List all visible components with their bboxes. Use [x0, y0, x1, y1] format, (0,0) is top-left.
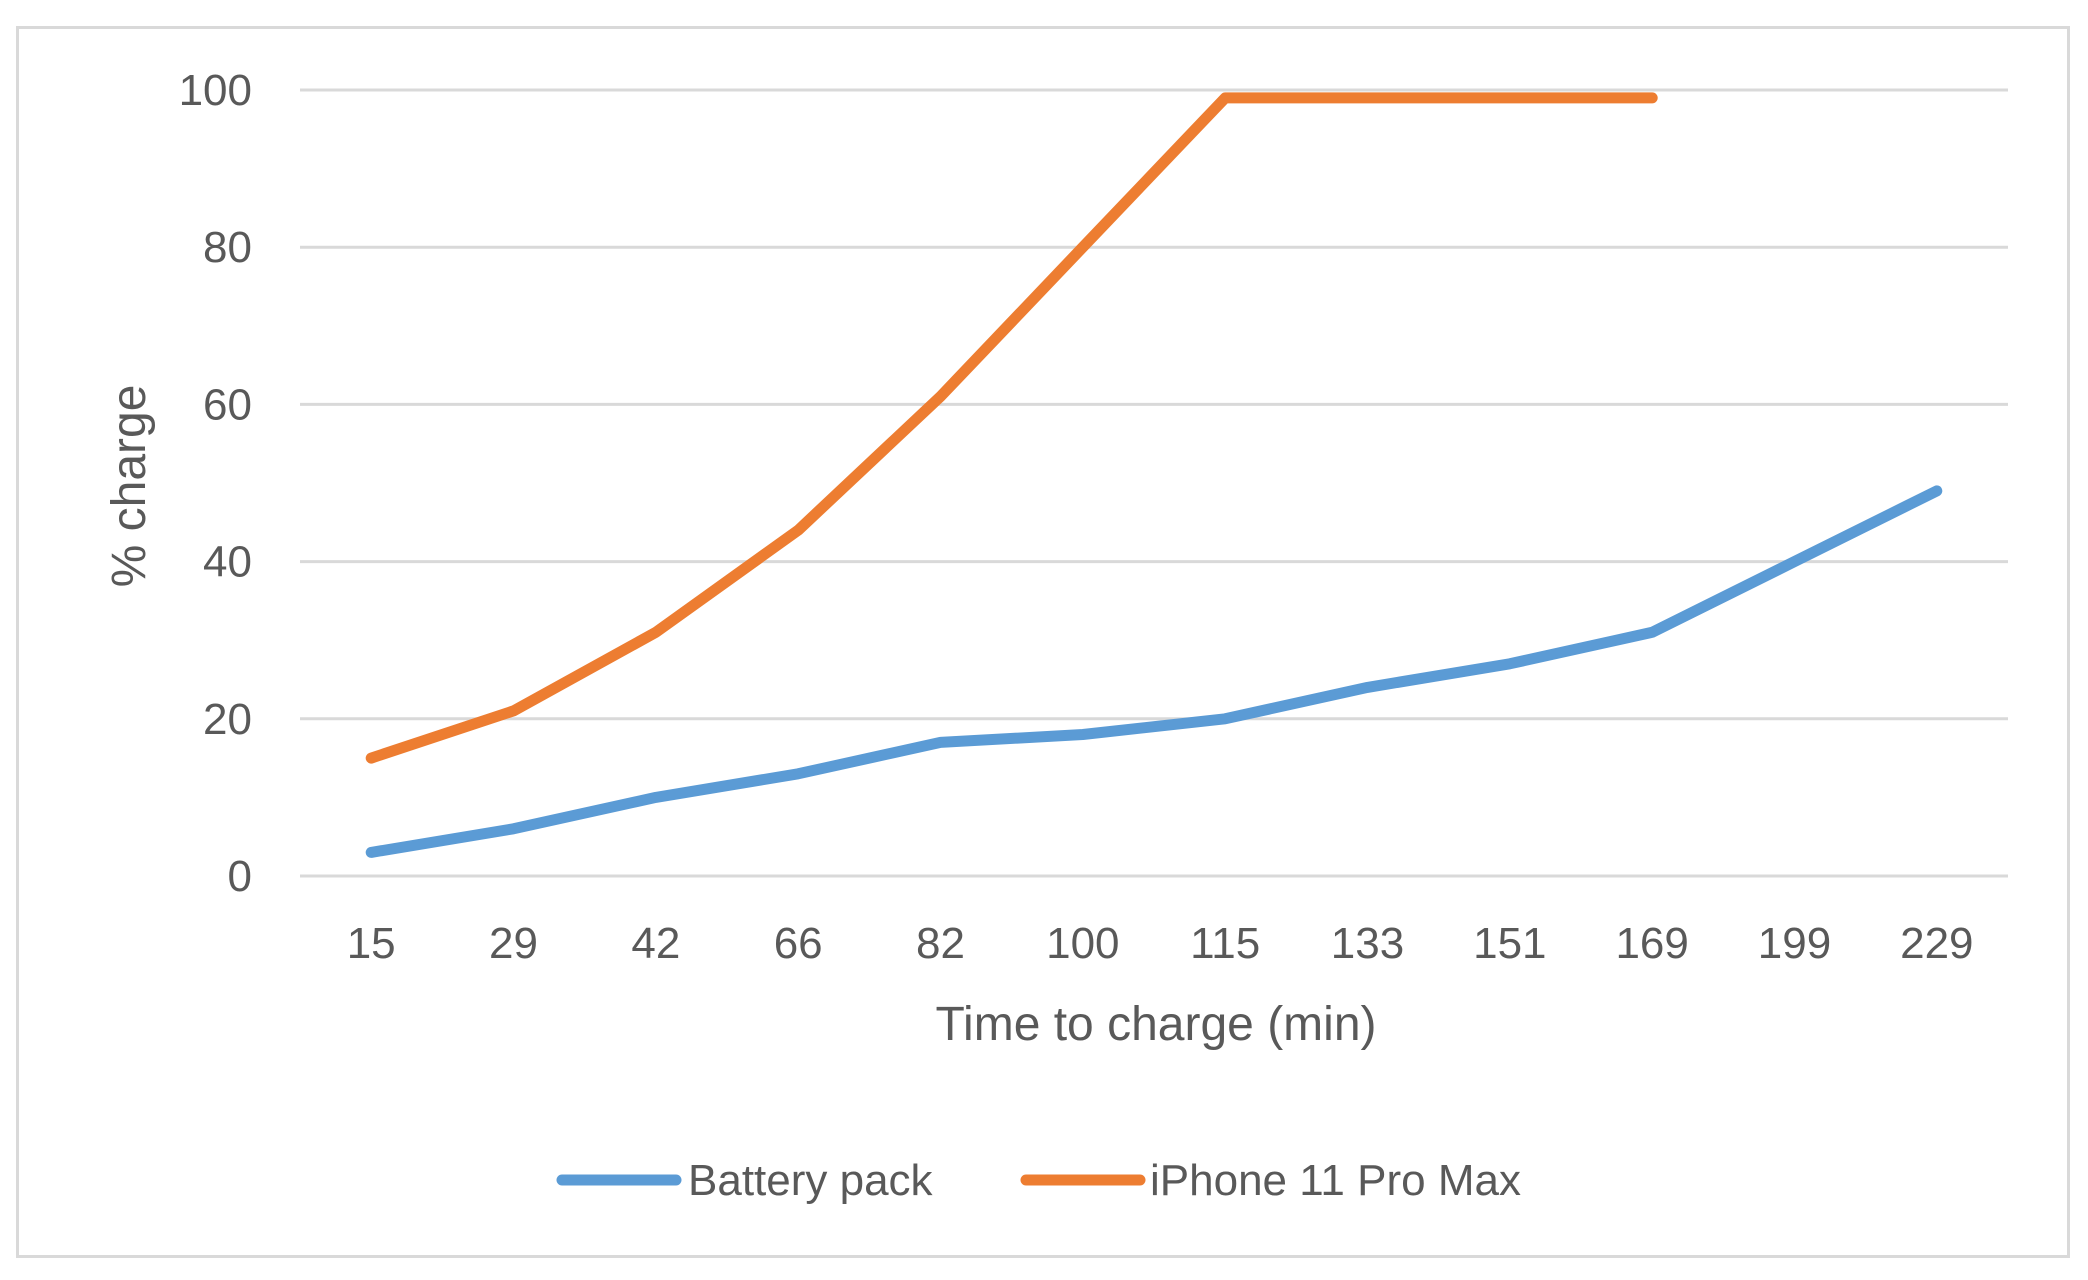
x-tick-label-133: 133 [1331, 919, 1404, 968]
x-tick-label-15: 15 [347, 919, 396, 968]
y-tick-label-0: 0 [228, 852, 252, 901]
x-tick-label-151: 151 [1473, 919, 1546, 968]
y-tick-label-60: 60 [203, 380, 252, 429]
x-tick-label-66: 66 [774, 919, 823, 968]
x-axis-ticks: 15 29 42 66 82 100 115 133 151 169 199 229 [347, 919, 1974, 968]
y-tick-label-80: 80 [203, 223, 252, 272]
x-tick-label-115: 115 [1190, 919, 1260, 968]
legend-label-battery-pack: Battery pack [688, 1156, 934, 1205]
legend: Battery pack iPhone 11 Pro Max [556, 1156, 1521, 1205]
chart-frame [16, 26, 2070, 1258]
x-axis-title: Time to charge (min) [936, 998, 1377, 1051]
x-tick-label-229: 229 [1900, 919, 1973, 968]
x-tick-label-199: 199 [1758, 919, 1831, 968]
series-lines [365, 92, 1943, 858]
legend-label-iphone-11-pro-max: iPhone 11 Pro Max [1150, 1156, 1521, 1205]
x-tick-label-29: 29 [489, 919, 538, 968]
series-line-battery-pack [365, 485, 1943, 858]
x-tick-label-82: 82 [916, 919, 965, 968]
y-axis-ticks: 0 20 40 60 80 100 [179, 66, 252, 901]
y-axis-title: % charge [103, 385, 156, 588]
y-tick-label-20: 20 [203, 695, 252, 744]
x-tick-label-42: 42 [631, 919, 680, 968]
y-tick-label-100: 100 [179, 66, 252, 115]
y-tick-label-40: 40 [203, 538, 252, 587]
series-line-iphone-11-pro-max [365, 92, 1658, 764]
x-tick-label-100: 100 [1046, 919, 1119, 968]
x-tick-label-169: 169 [1615, 919, 1688, 968]
gridlines [300, 88, 2008, 878]
